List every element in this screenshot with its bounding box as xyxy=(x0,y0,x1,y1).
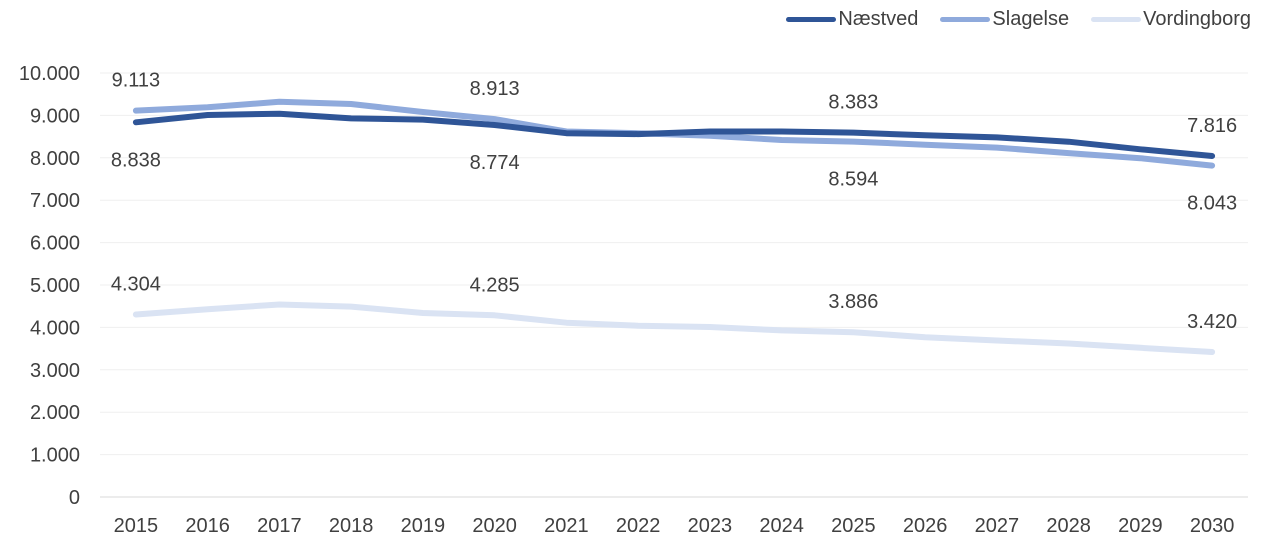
gridlines xyxy=(100,72,1248,498)
x-tick-label: 2016 xyxy=(185,515,230,537)
data-label: 8.838 xyxy=(111,149,161,171)
y-tick-label: 9.000 xyxy=(30,105,80,127)
x-tick-label: 2026 xyxy=(903,515,948,537)
y-tick-label: 4.000 xyxy=(30,317,80,339)
legend-label-slagelse: Slagelse xyxy=(992,8,1070,30)
data-label: 8.913 xyxy=(470,78,520,100)
data-label: 8.594 xyxy=(828,169,878,191)
legend-item-slagelse: Slagelse xyxy=(940,8,1069,31)
y-tick-label: 0 xyxy=(69,487,80,509)
y-tick-label: 10.000 xyxy=(19,63,80,85)
x-tick-label: 2019 xyxy=(401,515,446,537)
x-tick-label: 2025 xyxy=(831,515,876,537)
series-line-nstved xyxy=(132,110,1216,159)
y-axis-labels: 0 1.000 2.000 3.000 4.000 5.000 6.000 7.000 8.00… xyxy=(19,63,80,509)
data-label: 8.043 xyxy=(1187,193,1237,215)
data-label: 3.420 xyxy=(1187,311,1237,333)
series-lines xyxy=(132,98,1216,355)
legend-item-naestved: Næstved xyxy=(786,8,918,31)
x-tick-label: 2027 xyxy=(975,515,1020,537)
x-tick-label: 2021 xyxy=(544,515,589,537)
data-labels: 9.113 8.838 8.913 8.774 8.383 8.594 7.816 8.043… xyxy=(111,70,1237,333)
x-tick-label: 2018 xyxy=(329,515,374,537)
data-label: 4.285 xyxy=(470,274,520,296)
x-tick-label: 2020 xyxy=(472,515,517,537)
legend-swatch-slagelse xyxy=(940,17,991,22)
x-tick-label: 2022 xyxy=(616,515,661,537)
y-tick-label: 2.000 xyxy=(30,402,80,424)
legend-swatch-vordingborg xyxy=(1091,17,1142,22)
y-tick-label: 3.000 xyxy=(30,360,80,382)
legend-label-vordingborg: Vordingborg xyxy=(1143,8,1251,30)
x-tick-label: 2023 xyxy=(688,515,733,537)
legend-label-naestved: Næstved xyxy=(838,8,919,30)
y-tick-label: 5.000 xyxy=(30,275,80,297)
data-label: 8.383 xyxy=(828,92,878,114)
y-tick-label: 6.000 xyxy=(30,233,80,255)
data-label: 7.816 xyxy=(1187,115,1237,137)
x-tick-label: 2030 xyxy=(1190,515,1235,537)
y-tick-label: 8.000 xyxy=(30,148,80,170)
data-label: 8.774 xyxy=(470,152,520,174)
data-label: 4.304 xyxy=(111,274,161,296)
x-tick-label: 2015 xyxy=(114,515,159,537)
x-tick-label: 2017 xyxy=(257,515,302,537)
x-tick-label: 2029 xyxy=(1118,515,1163,537)
data-label: 9.113 xyxy=(112,70,161,92)
x-tick-label: 2024 xyxy=(759,515,804,537)
y-tick-label: 7.000 xyxy=(30,190,80,212)
series-line-vordingborg xyxy=(132,301,1216,355)
legend: Næstved Slagelse Vordingborg xyxy=(786,8,1251,31)
data-label: 3.886 xyxy=(828,291,878,313)
legend-item-vordingborg: Vordingborg xyxy=(1091,8,1251,31)
x-tick-label: 2028 xyxy=(1046,515,1091,537)
x-axis-labels: 2015 2016 2017 2018 2019 2020 2021 2022 2023 2024… xyxy=(114,515,1235,537)
legend-swatch-naestved xyxy=(786,17,837,22)
y-tick-label: 1.000 xyxy=(30,445,80,467)
